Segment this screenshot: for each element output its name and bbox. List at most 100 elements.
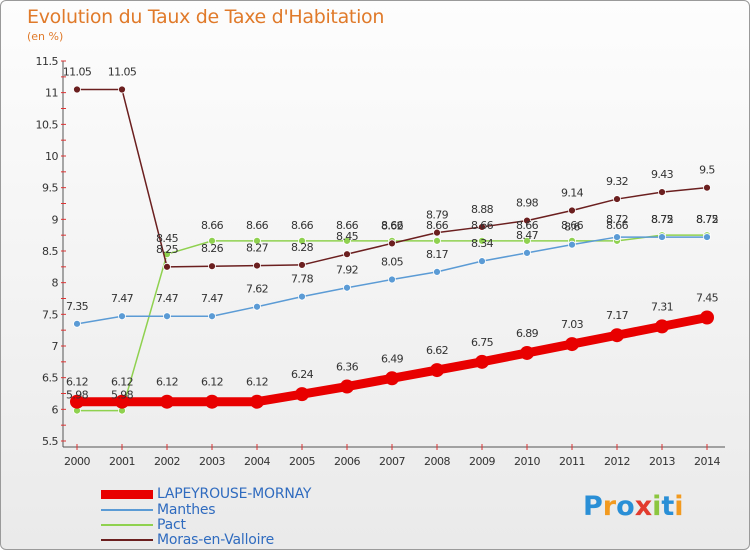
data-point-0 bbox=[70, 394, 84, 409]
logo-letter: o bbox=[616, 491, 635, 522]
data-point-3 bbox=[253, 261, 261, 270]
data-point-1 bbox=[703, 233, 711, 241]
data-label: 8.79 bbox=[426, 209, 449, 222]
data-label: 7.47 bbox=[156, 292, 179, 305]
data-point-2 bbox=[253, 236, 261, 245]
data-label: 8.28 bbox=[291, 241, 314, 254]
data-label: 8.05 bbox=[381, 256, 404, 269]
data-point-1 bbox=[613, 233, 621, 241]
data-label: 8.17 bbox=[426, 248, 449, 261]
legend-swatch bbox=[101, 509, 153, 511]
data-point-1 bbox=[523, 248, 531, 257]
x-tick-label: 2002 bbox=[154, 455, 180, 468]
data-label: 8.45 bbox=[336, 230, 359, 243]
data-label: 8.72 bbox=[651, 213, 673, 226]
data-point-1 bbox=[388, 275, 396, 284]
data-label: 8.66 bbox=[471, 219, 494, 232]
data-label: 5.98 bbox=[66, 389, 89, 402]
data-label: 8.66 bbox=[336, 219, 359, 232]
x-tick-label: 2001 bbox=[109, 455, 135, 468]
data-label: 8.72 bbox=[696, 213, 718, 226]
proxiti-logo: Proxiti bbox=[583, 491, 684, 522]
data-point-0 bbox=[520, 345, 534, 360]
data-point-3 bbox=[433, 228, 441, 237]
data-label: 8.6 bbox=[564, 221, 580, 234]
data-label: 8.66 bbox=[561, 219, 584, 232]
data-label: 8.47 bbox=[516, 229, 539, 242]
data-label: 8.26 bbox=[201, 242, 224, 255]
legend-item: LAPEYROUSE-MORNAY bbox=[101, 486, 311, 502]
data-label: 7.35 bbox=[66, 300, 89, 313]
data-label: 8.27 bbox=[246, 242, 269, 255]
data-label: 7.78 bbox=[291, 273, 314, 286]
y-tick-label: 11.5 bbox=[36, 55, 59, 68]
data-point-3 bbox=[658, 188, 666, 197]
x-tick-label: 2003 bbox=[199, 455, 225, 468]
data-point-3 bbox=[208, 262, 216, 271]
data-label: 6.12 bbox=[201, 376, 223, 389]
data-point-3 bbox=[478, 223, 486, 231]
y-tick-label: 11 bbox=[45, 87, 58, 100]
data-point-3 bbox=[523, 216, 531, 225]
y-tick-label: 6 bbox=[52, 403, 59, 416]
data-point-1 bbox=[298, 292, 306, 301]
x-tick-label: 2008 bbox=[424, 455, 450, 468]
data-point-1 bbox=[568, 240, 576, 249]
data-point-2 bbox=[478, 236, 486, 245]
data-label: 11.05 bbox=[63, 66, 92, 79]
data-point-3 bbox=[118, 85, 126, 94]
legend-swatch bbox=[101, 539, 153, 541]
chart-subtitle: (en %) bbox=[27, 30, 64, 43]
data-point-0 bbox=[250, 394, 264, 409]
data-label: 6.12 bbox=[111, 376, 133, 389]
data-label: 9.43 bbox=[651, 168, 674, 181]
data-point-2 bbox=[208, 236, 216, 245]
y-tick-label: 9 bbox=[52, 213, 59, 226]
data-label: 8.75 bbox=[651, 213, 674, 226]
data-label: 8.66 bbox=[516, 219, 539, 232]
legend-swatch bbox=[101, 489, 153, 499]
data-label: 7.47 bbox=[201, 292, 224, 305]
data-label: 9.32 bbox=[606, 175, 628, 188]
data-point-0 bbox=[565, 337, 579, 352]
y-tick-label: 9.5 bbox=[42, 182, 58, 195]
legend-swatch bbox=[101, 524, 153, 526]
data-point-2 bbox=[343, 236, 351, 245]
data-point-2 bbox=[433, 236, 441, 245]
data-point-0 bbox=[655, 319, 669, 334]
y-tick-label: 7 bbox=[52, 340, 59, 353]
data-label: 7.92 bbox=[336, 264, 358, 277]
legend-item: Moras-en-Valloire bbox=[101, 532, 274, 548]
legend-label: Manthes bbox=[157, 502, 216, 518]
data-point-1 bbox=[118, 312, 126, 321]
data-label: 6.49 bbox=[381, 352, 404, 365]
data-label: 8.66 bbox=[291, 219, 314, 232]
data-label: 6.12 bbox=[156, 376, 178, 389]
logo-letter: i bbox=[652, 491, 662, 522]
data-label: 9.14 bbox=[561, 186, 584, 199]
legend-label: Moras-en-Valloire bbox=[157, 532, 275, 548]
y-tick-label: 6.5 bbox=[42, 372, 58, 385]
data-label: 8.66 bbox=[381, 219, 404, 232]
data-label: 8.98 bbox=[516, 197, 539, 210]
data-point-0 bbox=[475, 354, 489, 369]
data-point-1 bbox=[163, 312, 171, 321]
data-label: 8.45 bbox=[156, 232, 179, 245]
data-label: 8.75 bbox=[696, 213, 719, 226]
data-label: 5.98 bbox=[111, 389, 134, 402]
y-tick-label: 5.5 bbox=[42, 435, 58, 448]
y-tick-label: 8.5 bbox=[42, 245, 58, 258]
x-tick-label: 2007 bbox=[379, 455, 405, 468]
data-label: 6.89 bbox=[516, 327, 539, 340]
data-label: 8.88 bbox=[471, 203, 494, 216]
data-label: 11.05 bbox=[108, 66, 137, 79]
logo-letter: t bbox=[661, 491, 675, 522]
data-point-0 bbox=[700, 310, 714, 325]
data-point-2 bbox=[298, 236, 306, 245]
data-point-3 bbox=[613, 195, 621, 203]
data-label: 6.12 bbox=[246, 376, 268, 389]
logo-letter: r bbox=[602, 491, 617, 522]
data-point-1 bbox=[343, 283, 351, 292]
x-tick-label: 2005 bbox=[289, 455, 315, 468]
